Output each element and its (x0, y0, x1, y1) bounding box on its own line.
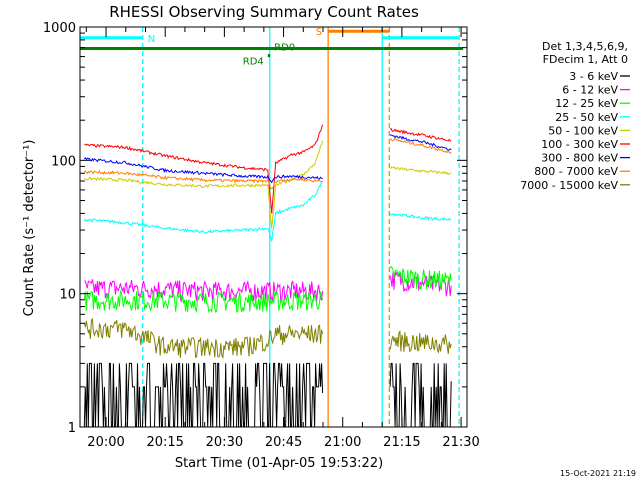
series-line-7-1 (389, 137, 452, 155)
series-line-8-0 (83, 317, 324, 359)
legend-entry-7: 800 - 7000 keV (534, 165, 618, 178)
series-line-1-0 (84, 279, 324, 302)
legend-entry-5: 100 - 300 keV (541, 138, 618, 151)
legend-header-1: FDecim 1, Att 0 (543, 53, 628, 66)
plot-area: N S RD0 RD4 1 10 100 1000 20:00 20:15 20:30 20:45 21… (43, 21, 480, 450)
series-line-2-0 (83, 289, 324, 314)
legend-entry-4: 50 - 100 keV (548, 124, 618, 137)
y-tick-label-2: 100 (51, 154, 76, 169)
series-line-8-1 (389, 330, 452, 354)
y-tick-label-1: 10 (59, 288, 76, 303)
series-line-6-1 (389, 134, 452, 151)
x-axis-label: Start Time (01-Apr-05 19:53:22) (175, 456, 383, 471)
series-line-5-1 (389, 127, 452, 142)
legend-entry-8: 7000 - 15000 keV (520, 179, 618, 192)
series-line-7-0 (83, 169, 323, 190)
legend-entry-0: 3 - 6 keV (569, 70, 618, 83)
x-tick-label-6: 21:30 (442, 435, 479, 450)
x-tick-label-4: 21:00 (324, 435, 361, 450)
legend-entry-3: 25 - 50 keV (555, 111, 618, 124)
y-tick-label-3: 1000 (43, 21, 76, 36)
legend-header-0: Det 1,3,4,5,6,9, (542, 40, 628, 53)
flag-label-rd0: RD0 (274, 42, 295, 53)
chart-title: RHESSI Observing Summary Count Rates (109, 3, 419, 21)
series-line-4-1 (389, 166, 452, 175)
series-line-1-1 (389, 270, 452, 297)
series-line-0-1 (389, 362, 452, 428)
series-line-3-1 (389, 213, 452, 222)
series-line-2-1 (389, 265, 452, 291)
legend-entry-6: 300 - 800 keV (541, 152, 618, 165)
flag-label-s: S (316, 27, 322, 38)
footer-timestamp: 15-Oct-2021 21:19 (560, 469, 636, 478)
series-line-5-0 (84, 124, 324, 214)
plot-frame (79, 26, 468, 428)
x-tick-label-1: 20:15 (146, 435, 183, 450)
legend-entry-1: 6 - 12 keV (562, 84, 618, 97)
legend-entry-2: 12 - 25 keV (555, 97, 618, 110)
series-line-6-0 (83, 157, 323, 184)
y-tick-label-0: 1 (68, 421, 76, 436)
flag-label-rd4: RD4 (243, 57, 264, 68)
series-line-3-0 (83, 180, 323, 242)
flag-label-n: N (148, 34, 155, 45)
x-tick-label-0: 20:00 (87, 435, 124, 450)
x-tick-label-3: 20:45 (265, 435, 302, 450)
y-axis-label: Count Rate (s⁻¹ detector⁻¹) (22, 140, 37, 317)
series-line-4-0 (84, 140, 324, 229)
x-tick-label-5: 21:15 (383, 435, 420, 450)
legend: Det 1,3,4,5,6,9,FDecim 1, Att 0 3 - 6 keV… (520, 40, 630, 192)
x-tick-label-2: 20:30 (206, 435, 243, 450)
